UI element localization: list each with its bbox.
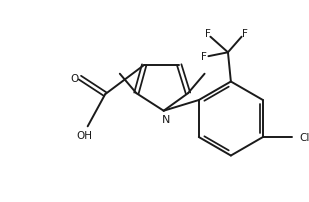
Text: F: F [205, 29, 210, 39]
Text: Cl: Cl [299, 132, 309, 142]
Text: N: N [161, 115, 170, 125]
Text: F: F [201, 52, 206, 62]
Text: OH: OH [77, 130, 93, 140]
Text: O: O [70, 73, 78, 83]
Text: F: F [242, 29, 248, 39]
